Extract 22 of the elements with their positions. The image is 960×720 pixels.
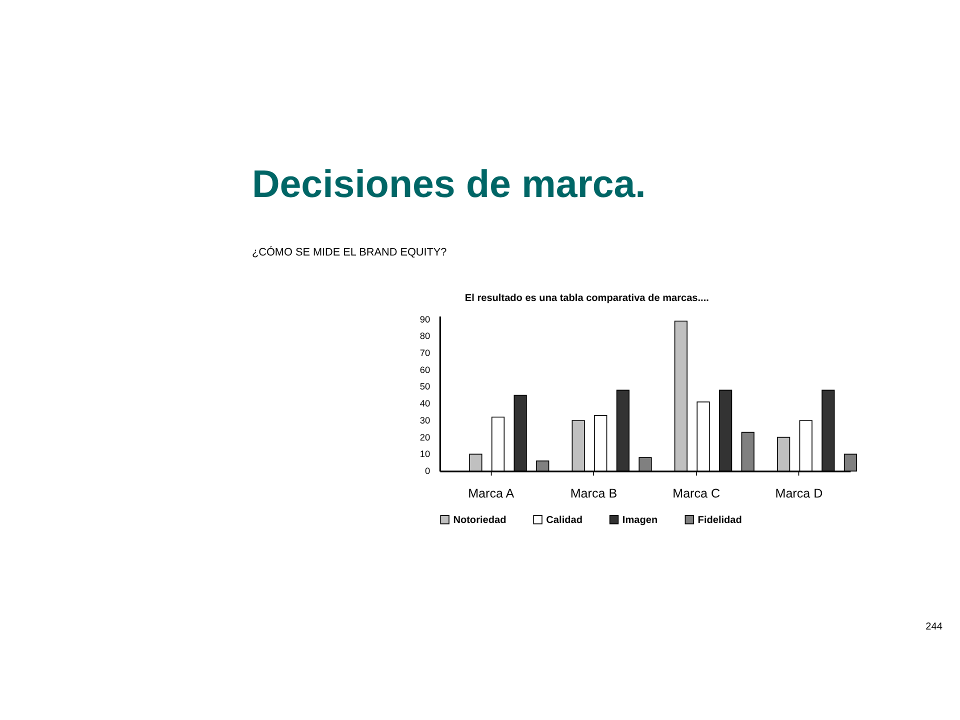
y-tick-label: 20 xyxy=(420,432,430,442)
x-tick-label: Marca A xyxy=(468,486,515,500)
y-tick-label: 0 xyxy=(425,466,430,476)
legend-label: Calidad xyxy=(546,514,582,526)
y-tick-label: 50 xyxy=(420,382,430,392)
chart-title: Decisiones de marca. xyxy=(252,163,646,206)
y-tick-label: 30 xyxy=(420,415,430,426)
y-tick-label: 40 xyxy=(420,398,430,409)
y-tick-label: 90 xyxy=(420,314,430,324)
x-tick-label: Marca B xyxy=(570,486,618,500)
legend-label: Fidelidad xyxy=(698,514,742,526)
y-tick-label: 10 xyxy=(420,449,430,460)
text: ¿CÓMO SE MIDE EL BRAND EQUITY? xyxy=(252,246,447,259)
text: El resultado es una tabla comparativa de marcas.... xyxy=(464,292,710,304)
x-tick-label: Marca D xyxy=(775,486,823,500)
y-tick-label: 60 xyxy=(420,364,430,375)
x-tick-label: Marca C xyxy=(672,486,720,500)
text: 244 xyxy=(926,621,943,632)
legend-label: Notoriedad xyxy=(453,514,506,526)
y-tick-label: 80 xyxy=(420,331,430,342)
y-tick-label: 70 xyxy=(420,348,430,358)
legend-label: Imagen xyxy=(622,514,658,526)
